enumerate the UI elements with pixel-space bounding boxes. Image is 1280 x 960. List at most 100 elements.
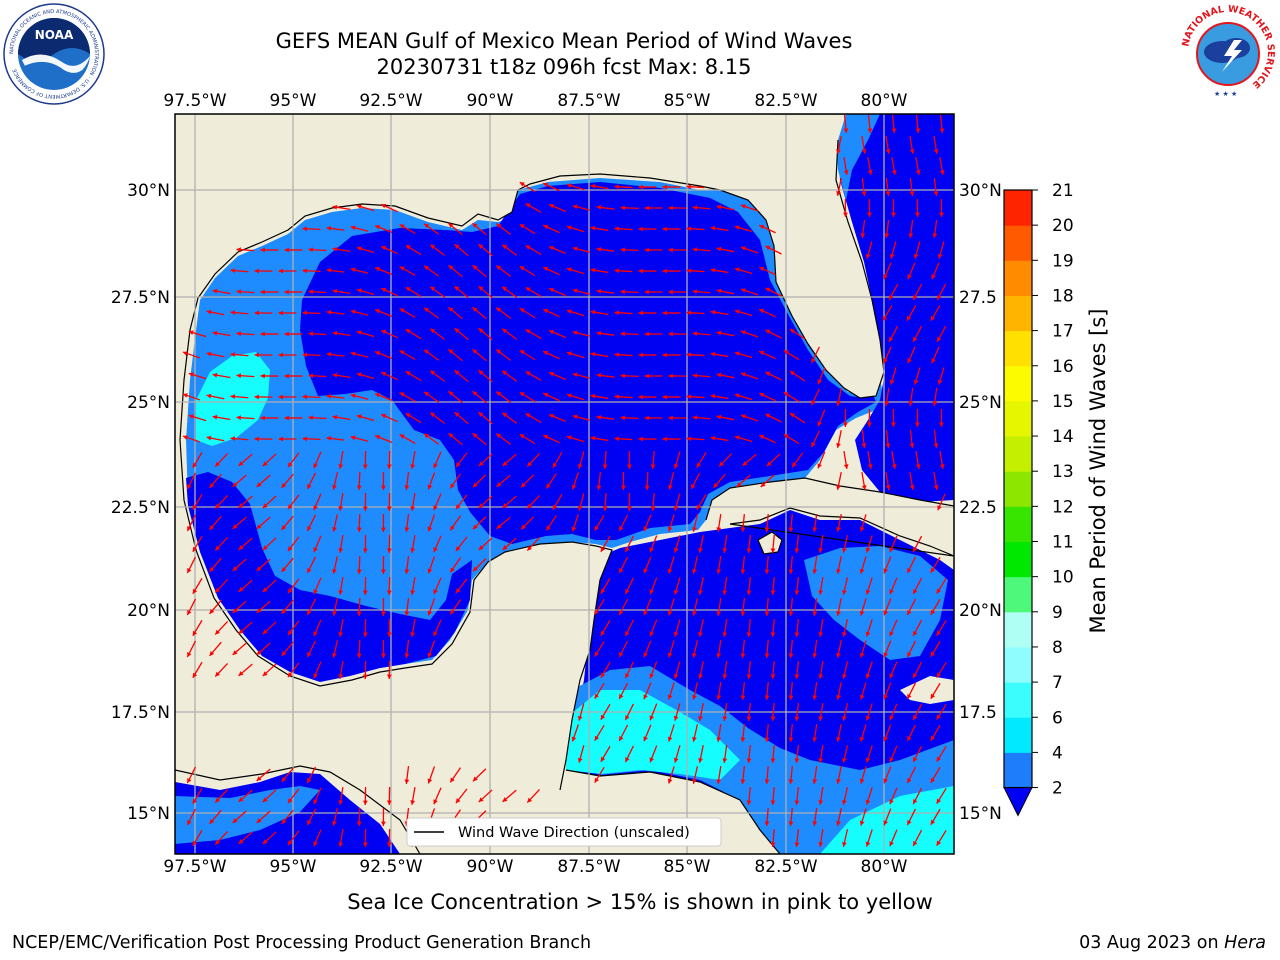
wave-arrow — [913, 367, 921, 385]
wave-arrow — [326, 436, 345, 441]
wave-arrow — [308, 415, 327, 421]
wave-arrow — [722, 618, 728, 638]
wave-arrow — [673, 745, 681, 763]
wave-arrow — [192, 829, 203, 847]
wave-arrow — [667, 682, 675, 700]
wave-arrow — [764, 807, 770, 827]
wave-arrow — [740, 414, 759, 422]
wave-arrow — [260, 331, 279, 337]
wave-arrow — [644, 373, 663, 379]
wave-arrow — [859, 598, 867, 616]
wave-arrow — [278, 268, 297, 274]
wave-arrow — [907, 346, 916, 364]
wave-arrow — [891, 408, 896, 428]
wave-arrow — [313, 577, 322, 595]
pacific-water-mid — [175, 786, 320, 844]
wave-arrow — [600, 661, 611, 679]
wave-arrow — [386, 828, 392, 848]
wave-arrow — [427, 472, 436, 490]
wave-arrow — [883, 766, 892, 784]
wave-arrow — [818, 577, 824, 595]
wave-arrow — [692, 514, 699, 532]
wave-arrow — [594, 598, 605, 616]
wave-arrow — [884, 388, 890, 406]
wave-arrow — [594, 682, 605, 700]
wave-arrow — [332, 556, 338, 574]
wave-arrow — [433, 535, 442, 553]
wave-arrow — [618, 598, 629, 616]
wave-arrow — [662, 310, 681, 316]
wave-arrow — [861, 136, 867, 154]
wave-arrow — [710, 393, 729, 400]
wave-arrow — [566, 351, 585, 359]
wave-arrow — [933, 472, 939, 490]
wave-arrow — [278, 394, 297, 400]
wave-arrow — [236, 289, 255, 295]
wave-arrow — [380, 371, 398, 381]
wave-arrow — [662, 394, 681, 400]
wave-arrow — [374, 309, 393, 317]
lon-label-top: 95°W — [270, 91, 317, 111]
wave-arrow — [673, 703, 681, 721]
wave-arrow — [186, 640, 197, 658]
wave-arrow — [836, 766, 842, 784]
wave-arrow — [936, 661, 947, 679]
wave-arrow — [427, 766, 436, 784]
wave-arrow — [399, 391, 416, 403]
wave-arrow — [596, 471, 602, 491]
wave-arrow — [356, 471, 362, 491]
lat-label-right: 17.5 — [959, 703, 997, 723]
wave-arrow — [939, 451, 945, 469]
wave-arrow — [817, 367, 826, 385]
wave-arrow — [278, 436, 297, 442]
lon-label-bottom: 92.5°W — [359, 857, 422, 877]
lon-label-bottom: 80°W — [861, 857, 908, 877]
wave-arrow — [214, 621, 229, 635]
wave-arrow — [884, 219, 890, 239]
wave-arrow — [519, 307, 536, 319]
wave-arrow — [572, 372, 591, 379]
wave-arrow — [912, 619, 923, 637]
wave-arrow — [638, 436, 657, 442]
wave-arrow — [764, 555, 770, 575]
wave-arrow — [590, 351, 609, 358]
wave-arrow — [891, 157, 897, 175]
wave-arrow — [478, 453, 493, 467]
wave-arrow — [526, 788, 541, 804]
wave-arrow — [812, 597, 818, 617]
wave-arrow — [281, 809, 294, 825]
wave-arrow — [912, 829, 923, 847]
wave-arrow — [356, 597, 362, 617]
lon-labels-top: 97.5°W 95°W 92.5°W 90°W 87.5°W 85°W 82.5°W 80°W — [163, 91, 907, 111]
wave-arrow — [188, 372, 207, 380]
wave-arrow — [596, 205, 615, 210]
wave-arrow — [644, 331, 663, 337]
wave-arrow — [818, 535, 824, 553]
wave-arrow — [930, 640, 941, 658]
wave-arrow — [262, 495, 277, 509]
wave-arrow — [915, 157, 921, 175]
wave-arrow — [374, 435, 393, 443]
lon-label-top: 90°W — [467, 91, 514, 111]
wave-arrow — [571, 472, 579, 490]
wave-arrow — [548, 329, 566, 339]
wave-arrow — [692, 556, 699, 574]
wave-arrow — [614, 436, 633, 442]
wave-arrow — [308, 247, 327, 253]
wave-arrow — [209, 557, 222, 573]
wave-arrow — [668, 415, 687, 421]
wave-arrow — [501, 286, 518, 298]
wave-arrow — [836, 640, 842, 658]
wave-arrow — [865, 829, 873, 847]
wave-arrow — [686, 268, 705, 274]
wave-arrow — [789, 370, 806, 382]
wave-arrow — [284, 247, 303, 253]
lon-label-top: 85°W — [664, 91, 711, 111]
wave-arrow — [912, 703, 923, 721]
wave-arrow — [627, 450, 632, 470]
wave-arrow — [770, 618, 776, 638]
wave-arrow — [842, 745, 849, 763]
wave-arrow — [542, 266, 560, 276]
wave-arrow — [716, 330, 735, 337]
wave-arrow — [889, 535, 898, 553]
